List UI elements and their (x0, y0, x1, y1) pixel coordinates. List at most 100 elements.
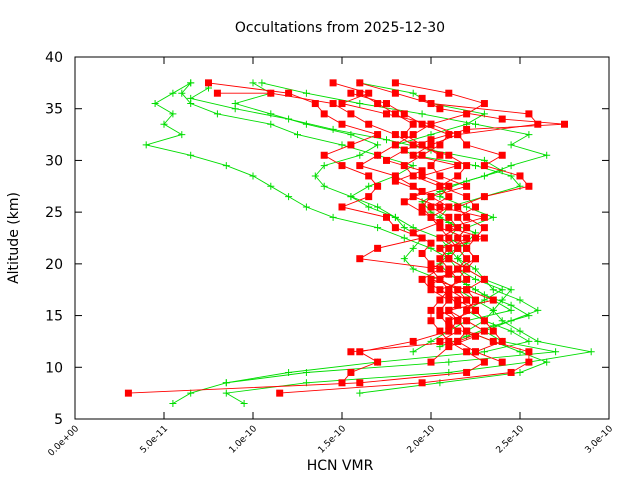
data-point (169, 89, 177, 97)
data-point (427, 120, 435, 128)
data-point (587, 348, 595, 356)
data-point (525, 358, 533, 366)
data-point (489, 286, 497, 294)
data-point (427, 306, 435, 314)
data-point (445, 286, 453, 294)
data-point (418, 167, 426, 175)
series-line (128, 82, 486, 394)
data-point (418, 172, 426, 180)
data-point (525, 110, 533, 118)
data-point (498, 115, 506, 123)
data-point (356, 151, 364, 159)
data-point (463, 348, 471, 356)
data-point (338, 379, 346, 387)
data-point (356, 89, 364, 97)
data-point (418, 110, 426, 118)
data-point (507, 368, 515, 376)
data-point (463, 193, 471, 201)
series-profile-green-5 (187, 84, 533, 351)
data-point (454, 203, 462, 211)
y-tick-label: 35 (45, 102, 63, 118)
data-point (472, 255, 479, 263)
data-point (418, 250, 426, 258)
data-point (294, 131, 301, 139)
x-tick-label: 2.0e-10 (406, 424, 438, 456)
data-point (445, 306, 453, 314)
data-point (445, 182, 453, 190)
data-point (463, 296, 471, 304)
data-point (356, 255, 364, 263)
data-point (427, 275, 435, 283)
data-point (463, 213, 471, 221)
data-point (320, 162, 328, 170)
data-point (489, 337, 497, 345)
data-point (543, 151, 551, 159)
data-point (463, 182, 471, 190)
data-point (400, 234, 408, 242)
data-point (276, 389, 284, 397)
data-point (445, 234, 453, 242)
data-point (347, 131, 355, 139)
data-point (436, 203, 444, 211)
data-point (311, 172, 319, 180)
data-point (160, 120, 168, 128)
data-point (454, 131, 462, 139)
data-point (267, 182, 275, 190)
data-point (480, 275, 488, 283)
data-point (151, 100, 159, 108)
data-point (267, 110, 275, 118)
data-point (472, 162, 479, 170)
data-point (356, 100, 364, 108)
data-point (400, 131, 408, 139)
data-point (463, 244, 471, 252)
data-point (365, 203, 373, 211)
x-tick-label: 3.0e-10 (584, 424, 616, 456)
x-tick-label: 0.0e+00 (47, 424, 82, 459)
data-point (418, 120, 426, 128)
data-point (454, 244, 462, 252)
data-point (338, 100, 346, 108)
data-point (498, 358, 506, 366)
data-point (480, 100, 488, 108)
data-point (365, 172, 373, 180)
data-point (347, 348, 355, 356)
data-point (391, 79, 399, 87)
data-point (418, 141, 426, 149)
data-point (525, 182, 533, 190)
data-point (427, 260, 435, 268)
data-point (516, 327, 524, 335)
data-point (463, 275, 471, 283)
y-tick-label: 30 (45, 153, 63, 169)
data-point (427, 193, 435, 201)
data-point (436, 306, 444, 314)
data-point (418, 275, 426, 283)
data-point (472, 332, 479, 340)
data-point (374, 182, 382, 190)
data-point (436, 337, 444, 345)
data-point (347, 368, 355, 376)
data-point (285, 193, 293, 201)
data-point (534, 337, 542, 345)
data-point (400, 198, 408, 206)
data-point (489, 296, 497, 304)
data-point (516, 172, 524, 180)
data-point (383, 156, 390, 164)
data-point (507, 327, 515, 335)
x-tick-label: 1.0e-10 (228, 424, 260, 456)
data-point (454, 213, 462, 221)
data-point (427, 317, 435, 325)
data-point (454, 162, 462, 170)
data-point (445, 213, 453, 221)
series-line (208, 82, 459, 384)
data-point (338, 162, 346, 170)
data-point (436, 224, 444, 232)
data-point (454, 224, 462, 232)
data-point (427, 162, 435, 170)
data-point (436, 327, 444, 335)
data-point (445, 255, 453, 263)
data-point (463, 110, 471, 118)
data-point (445, 89, 453, 97)
data-point (445, 151, 453, 159)
data-point (534, 306, 542, 314)
data-point (302, 120, 310, 128)
